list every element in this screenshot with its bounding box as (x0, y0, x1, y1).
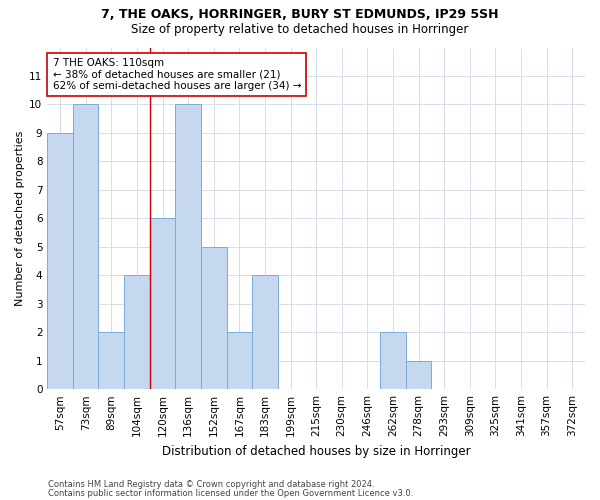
Bar (201, 247, 227, 389)
Bar (227, 332, 252, 389)
Bar (124, 276, 150, 389)
Bar (380, 332, 406, 389)
X-axis label: Distribution of detached houses by size in Horringer: Distribution of detached houses by size … (162, 444, 470, 458)
Text: 7, THE OAKS, HORRINGER, BURY ST EDMUNDS, IP29 5SH: 7, THE OAKS, HORRINGER, BURY ST EDMUNDS,… (101, 8, 499, 20)
Bar (252, 276, 278, 389)
Bar (47, 133, 73, 389)
Text: Contains HM Land Registry data © Crown copyright and database right 2024.: Contains HM Land Registry data © Crown c… (48, 480, 374, 489)
Bar (98, 332, 124, 389)
Text: 7 THE OAKS: 110sqm
← 38% of detached houses are smaller (21)
62% of semi-detache: 7 THE OAKS: 110sqm ← 38% of detached hou… (53, 58, 301, 91)
Y-axis label: Number of detached properties: Number of detached properties (15, 130, 25, 306)
Bar (73, 104, 98, 389)
Bar (175, 104, 201, 389)
Text: Contains public sector information licensed under the Open Government Licence v3: Contains public sector information licen… (48, 488, 413, 498)
Bar (150, 218, 175, 389)
Bar (406, 360, 431, 389)
Text: Size of property relative to detached houses in Horringer: Size of property relative to detached ho… (131, 22, 469, 36)
